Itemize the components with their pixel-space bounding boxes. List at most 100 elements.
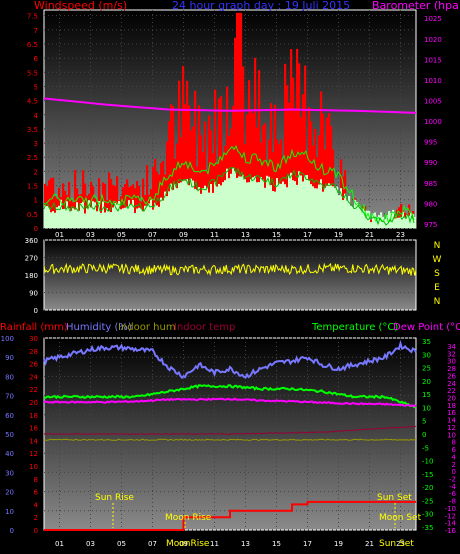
- wind-avg-bar: [318, 184, 321, 228]
- wind-avg-bar: [96, 211, 99, 228]
- wind-avg-bar: [110, 212, 113, 228]
- hour-label-top: 23: [396, 231, 405, 239]
- wind-bar: [262, 125, 265, 228]
- wind-avg-bar: [74, 209, 77, 228]
- wind-bar: [252, 113, 255, 228]
- wind-avg-bar: [348, 195, 351, 228]
- wind-avg-bar: [350, 206, 353, 228]
- moon-rise-axis-label: MoonRise: [166, 539, 210, 549]
- wind-avg-bar: [394, 218, 397, 228]
- wind-avg-bar: [116, 204, 119, 228]
- wind-axis-tick: 5: [34, 83, 38, 91]
- wind-bar: [186, 80, 189, 229]
- wind-bar: [296, 48, 299, 228]
- wind-avg-bar: [362, 208, 365, 228]
- wind-bar: [208, 115, 211, 228]
- temp-axis-tick: -25: [422, 497, 433, 505]
- hour-label-top: 11: [210, 231, 219, 239]
- wind-avg-bar: [88, 200, 91, 228]
- hour-label-top: 09: [179, 231, 188, 239]
- wind-axis-tick: 2.5: [27, 154, 38, 162]
- wind-avg-bar: [184, 180, 187, 228]
- dew-axis-tick: 10: [447, 431, 456, 439]
- wind-bar: [256, 127, 259, 228]
- wind-avg-bar: [328, 183, 331, 228]
- wind-avg-bar: [76, 202, 79, 228]
- wind-avg-bar: [80, 203, 83, 228]
- wind-avg-bar: [202, 188, 205, 228]
- wind-avg-bar: [180, 182, 183, 228]
- wind-avg-bar: [274, 191, 277, 228]
- wind-bar: [176, 143, 179, 228]
- dew-axis-tick: -8: [449, 498, 456, 506]
- wind-axis-tick: 6.5: [27, 41, 38, 49]
- dewpoint-line: [43, 397, 417, 408]
- wind-avg-bar: [242, 174, 245, 228]
- wind-avg-bar: [188, 185, 191, 228]
- wind-avg-bar: [276, 178, 279, 228]
- wind-axis-tick: 0.5: [27, 211, 38, 219]
- baro-axis-tick: 995: [424, 139, 437, 147]
- compass-label: W: [433, 255, 442, 265]
- wind-bar: [298, 63, 301, 228]
- wind-avg-bar: [312, 186, 315, 228]
- wind-avg-bar: [52, 211, 55, 228]
- wind-avg-bar: [220, 185, 223, 228]
- humidity-axis-tick: 0: [10, 527, 14, 535]
- wind-avg-bar: [212, 192, 215, 228]
- wind-axis-tick: 3: [34, 140, 38, 148]
- wind-avg-bar: [240, 176, 243, 228]
- wind-avg-bar: [54, 212, 57, 228]
- hour-label-top: 01: [55, 231, 64, 239]
- wind-avg-bar: [46, 206, 49, 228]
- wind-avg-bar: [326, 185, 329, 228]
- wind-avg-bar: [324, 187, 327, 228]
- dew-axis-tick: -16: [445, 527, 457, 535]
- hour-label-bottom: 23: [396, 540, 405, 548]
- indoor-hum-line: [43, 438, 417, 441]
- wind-bar: [104, 183, 107, 228]
- hour-label-bottom: 15: [272, 540, 281, 548]
- wind-avg-bar: [190, 178, 193, 228]
- wind-avg-bar: [106, 208, 109, 228]
- temperature-label: Temperature (°C): [311, 322, 398, 333]
- wind-avg-bar: [58, 205, 61, 228]
- wind-avg-bar: [86, 208, 89, 228]
- rain-axis-tick: 6: [34, 489, 39, 497]
- humidity-label: Humidity (%): [66, 322, 132, 333]
- wind-bar: [320, 91, 323, 228]
- rain-axis-tick: 18: [29, 412, 38, 420]
- wind-axis-tick: 0: [34, 225, 38, 233]
- wind-avg-bar: [104, 212, 107, 228]
- wind-bar: [274, 104, 277, 228]
- dew-axis-tick: -4: [449, 483, 457, 491]
- wind-avg-bar: [258, 182, 261, 228]
- temp-axis-tick: 15: [422, 391, 431, 399]
- wind-bar: [142, 178, 145, 228]
- rain-axis-tick: 24: [29, 373, 38, 381]
- wind-avg-bar: [236, 177, 239, 228]
- dew-axis-tick: -12: [445, 512, 456, 520]
- wind-avg-bar: [252, 177, 255, 228]
- wind-bar: [400, 203, 403, 228]
- wind-avg-bar: [306, 175, 309, 228]
- wind-bar: [246, 114, 249, 228]
- wind-avg-bar: [108, 211, 111, 228]
- wind-avg-bar: [334, 188, 337, 228]
- wind-bar: [308, 107, 311, 228]
- wind-avg-bar: [92, 201, 95, 228]
- wind-avg-bar: [254, 176, 257, 228]
- chart-title: 24 hour graph day : 19 Juli 2015: [172, 0, 350, 12]
- wind-avg-bar: [272, 190, 275, 228]
- baro-axis-tick: 1025: [424, 15, 442, 23]
- wind-avg-bar: [320, 179, 323, 228]
- wind-avg-bar: [132, 199, 135, 228]
- baro-axis-tick: 1005: [424, 97, 442, 105]
- wind-avg-bar: [162, 200, 165, 228]
- wind-bar: [226, 86, 229, 228]
- wind-avg-bar: [64, 208, 67, 228]
- wind-avg-bar: [70, 210, 73, 228]
- hour-label-top: 05: [117, 231, 126, 239]
- wind-avg-bar: [230, 173, 233, 228]
- wind-avg-bar: [60, 199, 63, 228]
